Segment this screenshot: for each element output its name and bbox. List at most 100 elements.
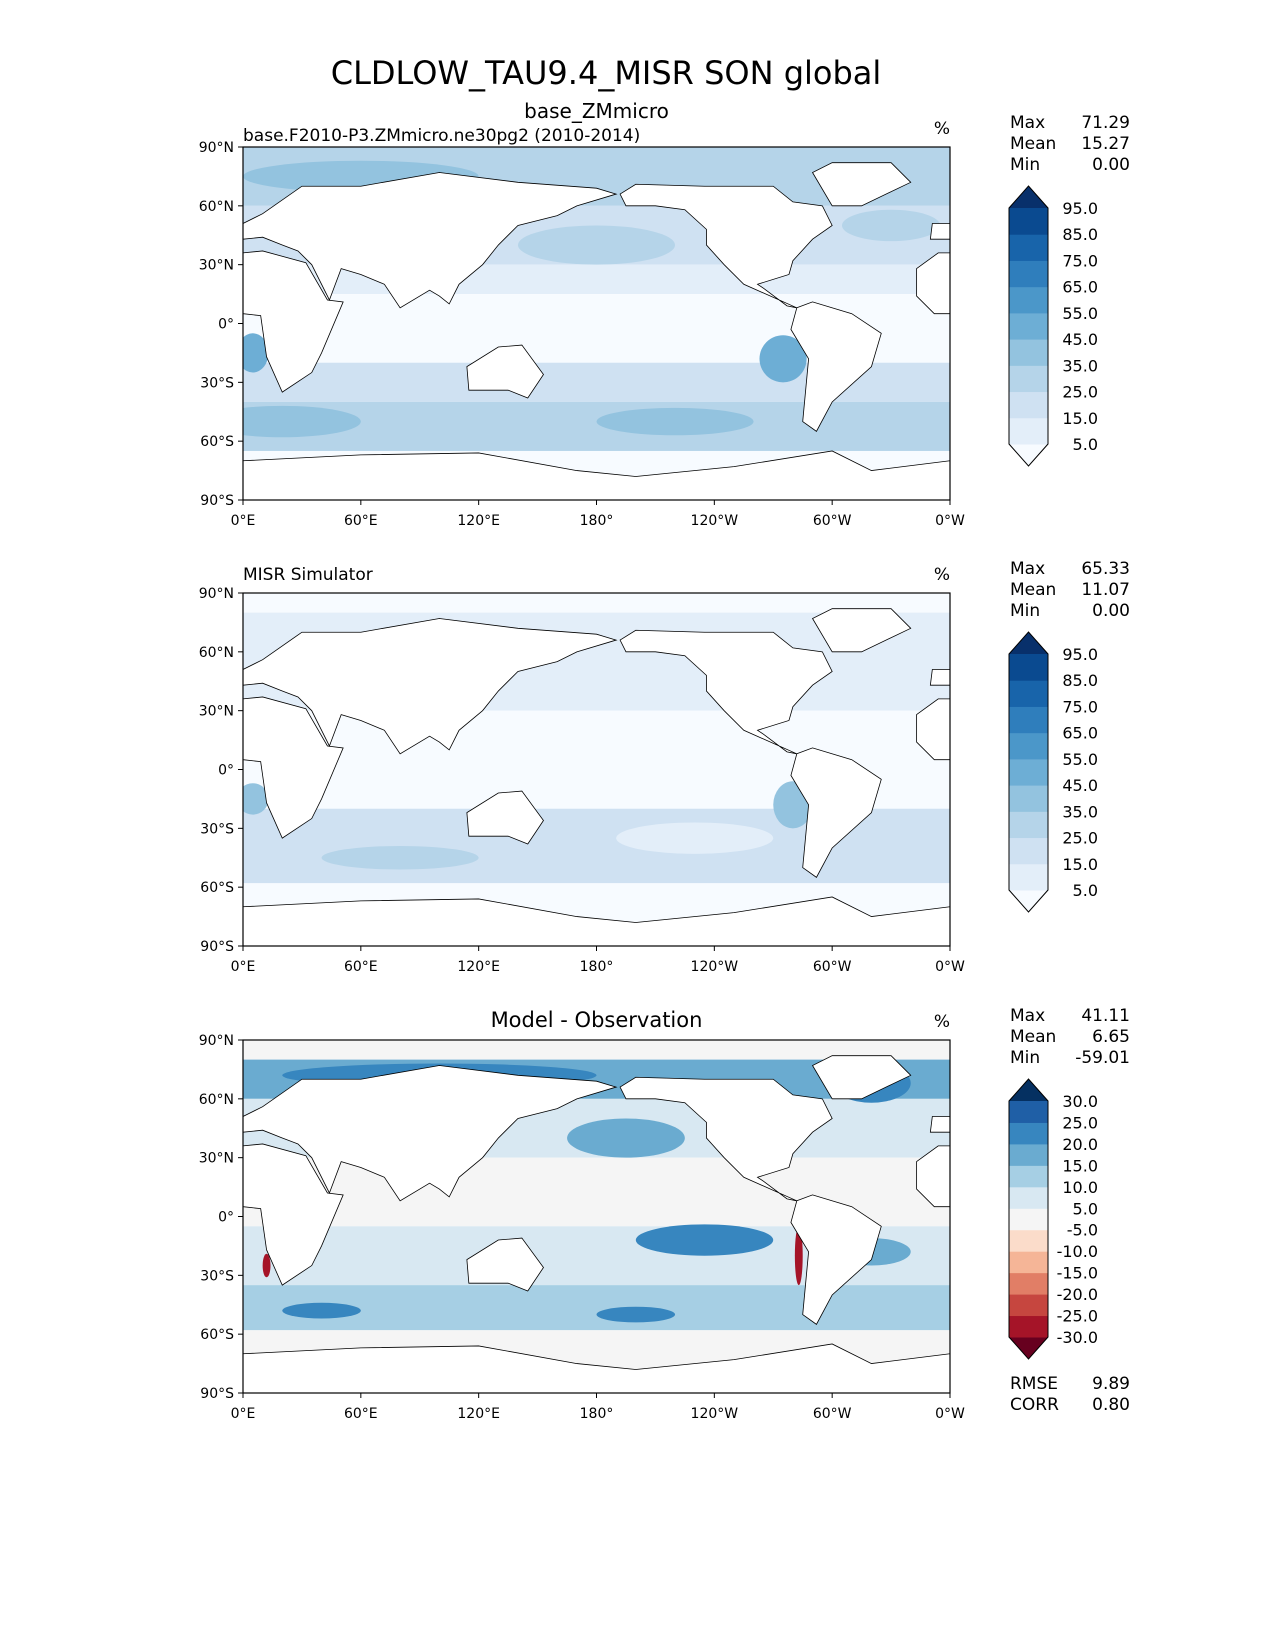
stat-value: 15.27 bbox=[1081, 134, 1130, 154]
field-anomaly bbox=[596, 407, 754, 436]
coastline-eurasia bbox=[243, 172, 618, 309]
y-tick-label: 60°S bbox=[200, 880, 234, 896]
y-tick-label: 90°S bbox=[200, 1386, 234, 1402]
colorbar-tick-label: 30.0 bbox=[1062, 1092, 1098, 1111]
colorbar-segment bbox=[1009, 1208, 1048, 1231]
y-tick-label: 90°N bbox=[199, 586, 234, 602]
colorbar-segment bbox=[1009, 286, 1048, 314]
colorbar-tick-label: 35.0 bbox=[1062, 802, 1098, 821]
colorbar-tick-label: 5.0 bbox=[1073, 1199, 1098, 1218]
stat-value: -59.01 bbox=[1075, 1048, 1130, 1068]
field-anomaly bbox=[262, 1253, 271, 1278]
stat-value: 41.11 bbox=[1081, 1006, 1130, 1026]
colorbar-tick-label: 65.0 bbox=[1062, 724, 1098, 743]
field-anomaly bbox=[243, 783, 269, 815]
colorbar: -30.0 -25.0 -20.0 -15.0 -10.0 -5.0 5.0 10.0 15.0… bbox=[1008, 1078, 1098, 1360]
coastline-south-america bbox=[790, 747, 882, 878]
y-tick-label: 0° bbox=[218, 1210, 234, 1226]
colorbar-tick-label: 20.0 bbox=[1062, 1135, 1098, 1154]
coastline-europe-west bbox=[929, 669, 950, 686]
field-anomaly bbox=[282, 1302, 361, 1319]
stat-value: 0.80 bbox=[1092, 1395, 1130, 1415]
colorbar-tick-label: -5.0 bbox=[1067, 1221, 1098, 1240]
stat-value: 0.00 bbox=[1092, 601, 1130, 621]
field-anomaly bbox=[616, 822, 774, 854]
coastline-north-america bbox=[619, 1076, 833, 1202]
colorbar-tick-label: -30.0 bbox=[1057, 1328, 1098, 1347]
colorbar-segment bbox=[1009, 208, 1048, 235]
colorbar-tick-label: 25.0 bbox=[1062, 383, 1098, 402]
stat-label: Mean bbox=[1010, 134, 1056, 154]
x-tick-label: 0°W bbox=[935, 513, 965, 529]
field-anomaly bbox=[243, 405, 361, 438]
coastline-eurasia bbox=[243, 618, 618, 755]
stat-label: Min bbox=[1010, 601, 1040, 621]
colorbar-tick-label: -15.0 bbox=[1057, 1264, 1098, 1283]
stat-label: RMSE bbox=[1010, 1374, 1058, 1394]
y-tick-label: 30°S bbox=[200, 821, 234, 837]
colorbar-tick-label: -25.0 bbox=[1057, 1307, 1098, 1326]
x-tick-label: 120°W bbox=[691, 1406, 739, 1422]
coastline-eurasia bbox=[243, 1065, 618, 1202]
coastline-australia bbox=[466, 344, 544, 399]
y-tick-label: 90°N bbox=[199, 140, 234, 156]
field-anomaly bbox=[517, 225, 676, 265]
colorbar-segment bbox=[1009, 339, 1048, 366]
colorbar-tick-label: 85.0 bbox=[1062, 671, 1098, 690]
colorbar-segment bbox=[1009, 1186, 1048, 1209]
panel-units: % bbox=[934, 119, 950, 139]
coastline-africa-east bbox=[243, 696, 344, 839]
stat-label: Max bbox=[1010, 559, 1045, 579]
y-tick-label: 30°N bbox=[199, 704, 234, 720]
colorbar-segment bbox=[1009, 1143, 1048, 1166]
y-tick-label: 90°S bbox=[200, 493, 234, 509]
field-anomaly bbox=[321, 845, 479, 870]
colorbar-segment bbox=[1009, 1294, 1048, 1317]
field-anomaly bbox=[794, 1226, 803, 1286]
stat-value: 6.65 bbox=[1092, 1027, 1130, 1047]
colorbar-tick-label: 5.0 bbox=[1073, 435, 1098, 454]
x-tick-label: 60°W bbox=[813, 1406, 852, 1422]
x-tick-label: 0°E bbox=[231, 513, 256, 529]
colorbar-segment bbox=[1009, 312, 1048, 340]
colorbar-segment bbox=[1009, 758, 1048, 786]
stat-label: Max bbox=[1010, 1006, 1045, 1026]
stat-label: Max bbox=[1010, 113, 1045, 133]
y-tick-label: 30°S bbox=[200, 375, 234, 391]
panel-left-title: MISR Simulator bbox=[243, 565, 373, 585]
colorbar-segment bbox=[1009, 706, 1048, 734]
colorbar-extend-max bbox=[1009, 186, 1048, 208]
field-band bbox=[243, 593, 950, 613]
stat-value: 11.07 bbox=[1081, 580, 1130, 600]
x-tick-label: 120°E bbox=[457, 513, 500, 529]
field-anomaly bbox=[635, 1224, 774, 1256]
colorbar-segment bbox=[1009, 1122, 1048, 1145]
field-anomaly bbox=[567, 1118, 685, 1158]
data-field bbox=[243, 147, 950, 500]
y-tick-label: 30°N bbox=[199, 1151, 234, 1167]
colorbar-tick-label: 75.0 bbox=[1062, 251, 1098, 270]
stat-label: Mean bbox=[1010, 580, 1056, 600]
stat-label: Min bbox=[1010, 1048, 1040, 1068]
colorbar-tick-label: 45.0 bbox=[1062, 330, 1098, 349]
y-tick-label: 60°N bbox=[199, 645, 234, 661]
coastline-antarctica bbox=[243, 450, 950, 500]
x-tick-label: 0°E bbox=[231, 1406, 256, 1422]
coastline-africa-east bbox=[243, 1143, 344, 1286]
x-tick-label: 120°W bbox=[691, 959, 739, 975]
y-tick-label: 30°N bbox=[199, 258, 234, 274]
colorbar-segment bbox=[1009, 1272, 1048, 1295]
colorbar-segment bbox=[1009, 1165, 1048, 1188]
colorbar-tick-label: 15.0 bbox=[1062, 409, 1098, 428]
x-tick-label: 60°W bbox=[813, 513, 852, 529]
figure-title: CLDLOW_TAU9.4_MISR SON global bbox=[331, 54, 882, 92]
coastline-africa-west bbox=[916, 1145, 950, 1208]
colorbar-tick-label: 25.0 bbox=[1062, 1113, 1098, 1132]
x-tick-label: 60°W bbox=[813, 959, 852, 975]
y-tick-label: 30°S bbox=[200, 1268, 234, 1284]
x-tick-label: 180° bbox=[580, 513, 614, 529]
x-tick-label: 0°E bbox=[231, 959, 256, 975]
colorbar-segment bbox=[1009, 260, 1048, 288]
colorbar-tick-label: 5.0 bbox=[1073, 881, 1098, 900]
